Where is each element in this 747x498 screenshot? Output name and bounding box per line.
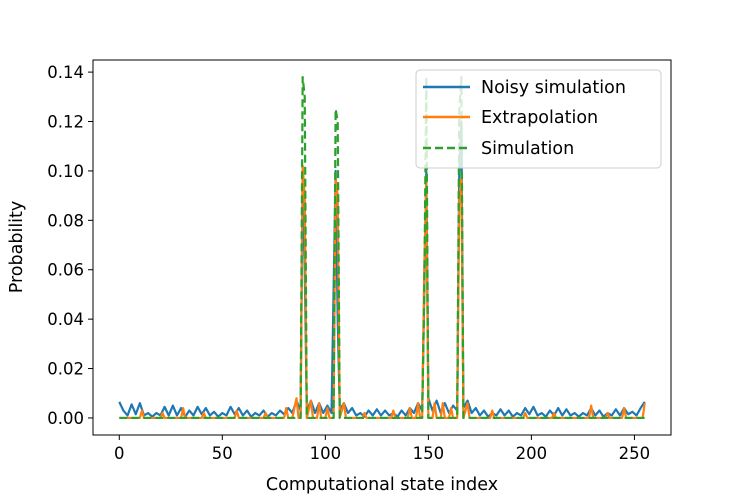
plot-lines: [118, 75, 646, 420]
legend-box: [415, 69, 662, 169]
series-line-simulation: [119, 75, 645, 420]
x-tick-label: 100: [310, 444, 342, 463]
x-tick-label: 0: [114, 444, 125, 463]
series-line-extrapolation: [119, 164, 646, 420]
legend-label-noisy-simulation: Noisy simulation: [481, 78, 626, 98]
y-axis-ticks: 0.00 0.02 0.04 0.06 0.08 0.10 0.12 0.14: [47, 63, 93, 428]
y-tick-label: 0.04: [47, 310, 84, 329]
plot-area-frame: [92, 59, 672, 436]
x-axis-title: Computational state index: [266, 475, 498, 495]
y-tick-label: 0.00: [47, 409, 84, 428]
y-tick-label: 0.02: [47, 360, 84, 379]
y-axis-title: Probability: [7, 201, 27, 294]
y-tick-label: 0.14: [47, 63, 84, 82]
legend-label-simulation: Simulation: [481, 139, 574, 159]
y-tick-label: 0.12: [47, 113, 84, 132]
x-tick-label: 250: [619, 444, 651, 463]
x-tick-label: 50: [212, 444, 233, 463]
y-tick-label: 0.06: [47, 261, 84, 280]
y-tick-label: 0.10: [47, 162, 84, 181]
legend-label-extrapolation: Extrapolation: [481, 108, 598, 128]
x-axis-ticks: 0 50 100 150 200 250: [114, 435, 650, 463]
x-tick-label: 200: [516, 444, 548, 463]
legend: Noisy simulation Extrapolation Simulatio…: [415, 69, 662, 169]
x-tick-label: 150: [413, 444, 445, 463]
y-tick-label: 0.08: [47, 211, 84, 230]
